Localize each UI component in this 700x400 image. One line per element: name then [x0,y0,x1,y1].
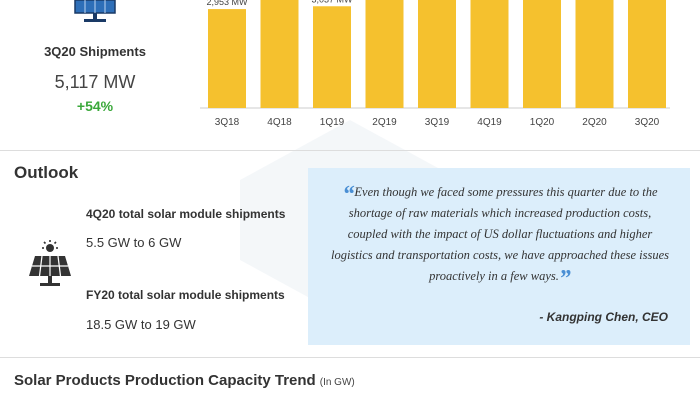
capacity-trend-title-text: Solar Products Production Capacity Trend [14,372,316,389]
bar-1q20 [523,0,561,109]
shipments-change: +54% [76,98,114,114]
ceo-quote: “Even though we faced some pressures thi… [330,182,670,291]
ceo-quote-box: “Even though we faced some pressures thi… [308,168,690,345]
capacity-trend-title: Solar Products Production Capacity Trend… [14,372,355,389]
x-tick-label-1q19: 1Q19 [320,117,345,128]
x-tick-label-4q18: 4Q18 [267,117,292,128]
outlook-4q20-label: 4Q20 total solar module shipments [86,207,286,221]
bar-1q19 [313,6,351,109]
data-label-3q18: 2,953 MW [206,0,248,7]
x-tick-label-2q20: 2Q20 [582,117,607,128]
capacity-trend-unit: (In GW) [319,377,355,388]
shipments-value: 5,117 MW [54,72,136,92]
shipments-section: 3Q20 Shipments 5,117 MW +54% 2,953 MW 3Q1… [0,0,700,150]
open-quote-icon: “ [342,182,355,208]
x-tick-label-2q19: 2Q19 [372,117,397,128]
outlook-title: Outlook [14,163,79,182]
shipments-title: 3Q20 Shipments [44,44,146,59]
close-quote-icon: ” [558,266,571,292]
outlook-fy20-value: 18.5 GW to 19 GW [86,317,196,332]
bar-3q20 [628,0,666,108]
x-tick-label-3q19: 3Q19 [425,117,450,128]
section-divider [0,357,700,358]
solar-panel-icon [74,0,116,22]
bar-3q19 [418,0,456,108]
bar-3q18 [208,9,246,108]
data-label-1q19: 3,037 MW [311,0,353,4]
ceo-quote-text: Even though we faced some pressures this… [330,185,670,283]
outlook-fy20-label: FY20 total solar module shipments [86,288,285,302]
solar-panel-sun-icon [29,240,71,286]
shipments-bar-chart: 2,953 MW3Q183,618 MW4Q183,037 MW1Q193,38… [200,0,670,128]
x-tick-label-3q18: 3Q18 [215,117,240,128]
bar-2q20 [575,0,614,109]
outlook-4q20-value: 5.5 GW to 6 GW [86,235,182,250]
x-tick-label-3q20: 3Q20 [635,117,660,128]
x-tick-label-1q20: 1Q20 [530,117,555,128]
x-tick-label-4q19: 4Q19 [477,117,502,128]
bar-2q19 [365,0,404,108]
quote-author: - Kangping Chen, CEO [539,310,668,324]
bar-4q19 [470,0,509,109]
bar-4q18 [260,0,299,109]
section-divider [0,150,700,151]
